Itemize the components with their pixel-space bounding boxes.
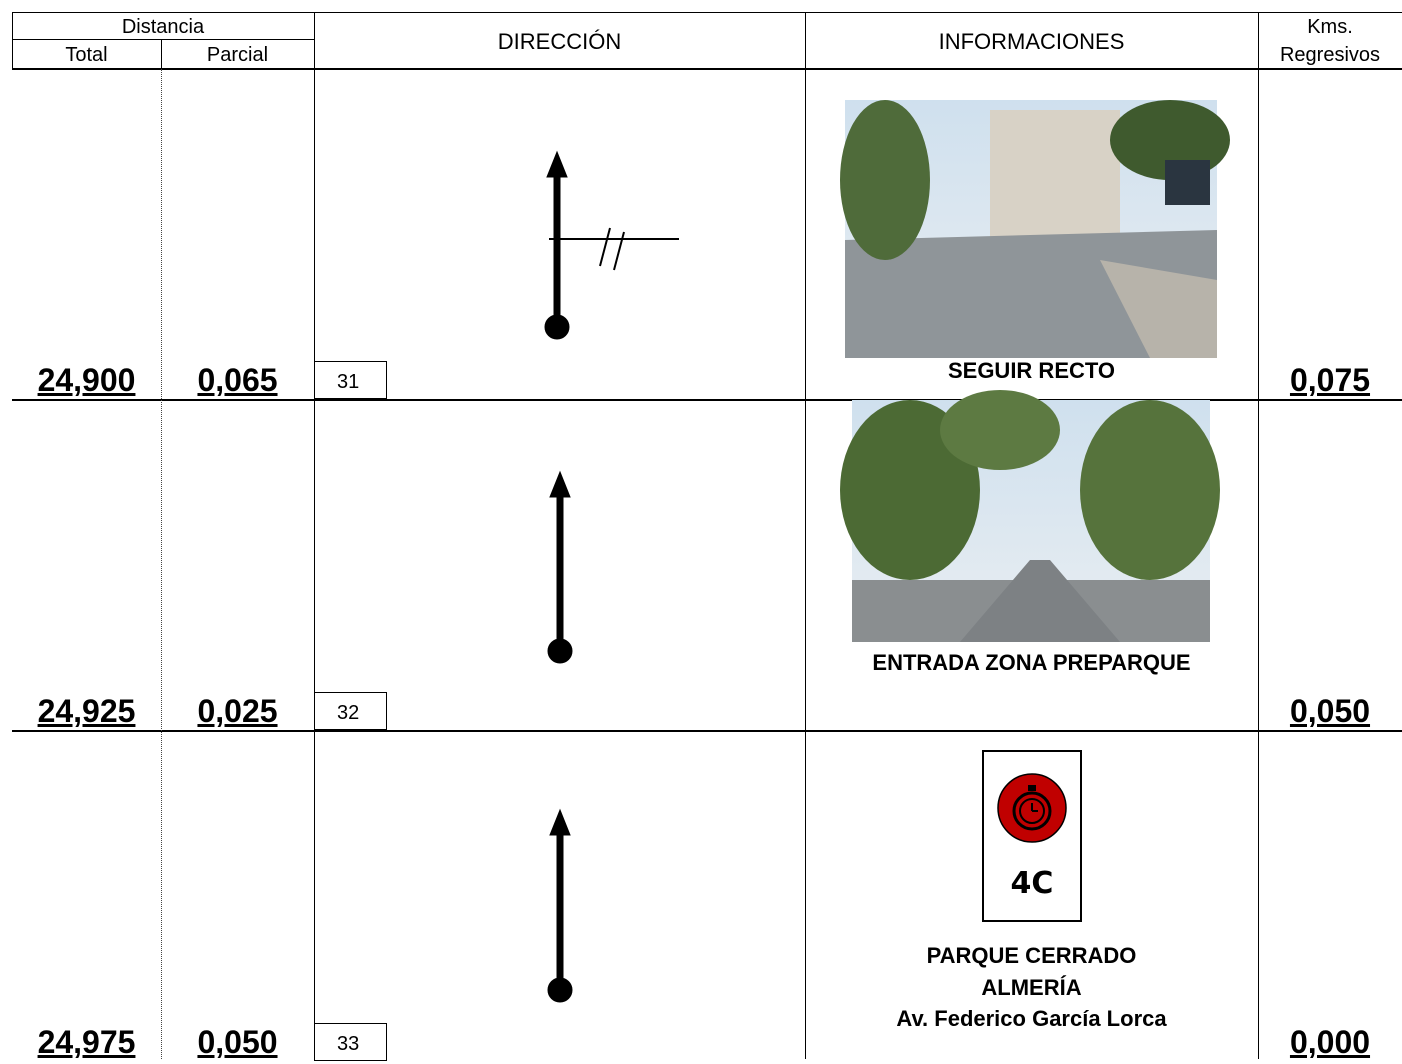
rule [12, 12, 1402, 13]
direction-arrow [544, 150, 679, 340]
info-text: PARQUE CERRADO [926, 943, 1137, 968]
rule [12, 68, 1402, 70]
step-number: 33 [314, 1023, 387, 1061]
info-text: ENTRADA ZONA PREPARQUE [872, 650, 1191, 675]
sign-label: 4C [1010, 866, 1054, 901]
total-distance: 24,900 [37, 362, 136, 398]
remaining-kms: 0,000 [1289, 1024, 1371, 1060]
direction-arrow [547, 808, 573, 1003]
step-number: 32 [314, 692, 387, 730]
header-text: Parcial [206, 44, 269, 66]
header-text: INFORMACIONES [938, 29, 1125, 54]
rule [161, 39, 162, 69]
rule [12, 12, 13, 69]
partial-distance: 0,065 [197, 362, 278, 398]
info-text: SEGUIR RECTO [947, 358, 1116, 383]
total-distance: 24,975 [37, 1024, 136, 1060]
header-text: Total [65, 44, 108, 66]
header-text: Regresivos [1279, 44, 1381, 66]
rule [12, 730, 1402, 732]
rule [12, 39, 314, 40]
remaining-kms: 0,075 [1289, 362, 1371, 398]
rule [12, 399, 1402, 401]
header-text: Kms. [1307, 16, 1353, 38]
time-control-sign [982, 750, 1082, 922]
remaining-kms: 0,050 [1289, 693, 1371, 729]
step-number: 31 [314, 361, 387, 399]
street-photo [840, 390, 1220, 642]
info-text: ALMERÍA [981, 975, 1082, 1000]
partial-distance: 0,025 [197, 693, 278, 729]
partial-distance: 0,050 [197, 1024, 278, 1060]
total-distance: 24,925 [37, 693, 136, 729]
rule [314, 12, 315, 1059]
rule [161, 69, 162, 1059]
street-photo [840, 100, 1230, 358]
header-text: Distancia [121, 16, 205, 38]
info-text: Av. Federico García Lorca [896, 1006, 1167, 1031]
rule [1258, 12, 1259, 1059]
direction-arrow [547, 470, 573, 664]
header-text: DIRECCIÓN [497, 29, 622, 54]
rule [805, 12, 806, 1059]
